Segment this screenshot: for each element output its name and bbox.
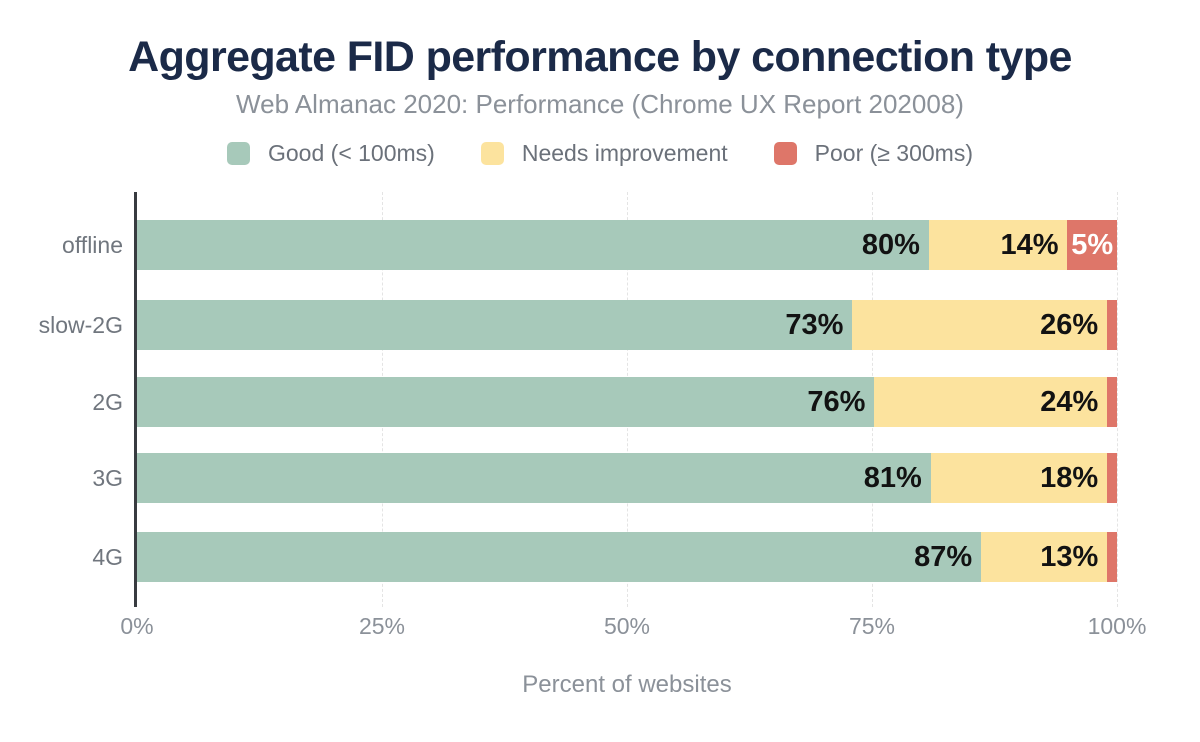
bar-row: 2G 76% 24% [92, 377, 1117, 427]
bar-segment-poor[interactable] [1107, 453, 1117, 503]
bar-segment-poor[interactable] [1107, 532, 1117, 582]
legend: Good (< 100ms) Needs improvement Poor (≥… [0, 140, 1200, 167]
x-tick-label: 50% [603, 613, 651, 639]
x-tick-label: 100% [1087, 613, 1147, 639]
legend-swatch-needs-improvement-icon [480, 142, 504, 165]
bar-value-label: 26% [1040, 308, 1099, 341]
x-tick-label: 25% [358, 613, 406, 639]
bar-value-label: 73% [785, 308, 844, 341]
bar-segment-ni[interactable]: 13% [981, 532, 1108, 582]
category-label: 4G [92, 543, 123, 570]
bar-value-label: 80% [861, 228, 920, 261]
bar-value-label: 87% [914, 540, 973, 573]
bar-value-label: 5% [1071, 228, 1114, 261]
chart-subtitle: Web Almanac 2020: Performance (Chrome UX… [236, 89, 964, 119]
bar-row: 4G 87% 13% [92, 532, 1117, 582]
bar-segment-poor[interactable]: 5% [1067, 220, 1117, 270]
chart-title: Aggregate FID performance by connection … [128, 33, 1072, 81]
legend-item-poor[interactable]: Poor (≥ 300ms) [773, 140, 973, 167]
bar-row: offline 80% 14% 5% [62, 220, 1117, 270]
legend-label-good: Good (< 100ms) [268, 140, 435, 166]
bar-value-label: 14% [1000, 228, 1059, 261]
bar-value-label: 24% [1040, 385, 1099, 418]
category-label: 3G [92, 464, 123, 491]
gridline [1116, 192, 1118, 607]
x-tick-label: 75% [848, 613, 896, 639]
bar-value-label: 18% [1040, 461, 1099, 494]
bar-value-label: 76% [807, 385, 866, 418]
bar-segment-good[interactable]: 87% [137, 532, 982, 582]
legend-swatch-poor-icon [773, 142, 797, 165]
bar-segment-poor[interactable] [1107, 300, 1117, 350]
bar-value-label: 81% [863, 461, 922, 494]
bar-segment-ni[interactable]: 26% [852, 300, 1108, 350]
bar-row: 3G 81% 18% [92, 453, 1117, 503]
legend-swatch-good-icon [227, 142, 250, 165]
legend-item-good[interactable]: Good (< 100ms) [227, 140, 435, 167]
bar-segment-good[interactable]: 76% [137, 377, 875, 427]
legend-label-needs-improvement: Needs improvement [521, 140, 728, 166]
bar-segment-poor[interactable] [1107, 377, 1117, 427]
y-axis-line [134, 192, 137, 607]
bar-segment-ni[interactable]: 18% [930, 453, 1108, 503]
bar-segment-ni[interactable]: 14% [928, 220, 1068, 270]
bar-segment-ni[interactable]: 24% [874, 377, 1108, 427]
x-tick-label: 0% [120, 613, 154, 639]
bar-segment-good[interactable]: 73% [137, 300, 853, 350]
bar-value-label: 13% [1040, 540, 1099, 573]
bar-segment-good[interactable]: 80% [137, 220, 929, 270]
x-axis-title: Percent of websites [522, 671, 732, 698]
bar-row: slow-2G 73% 26% [39, 300, 1117, 350]
bar-segment-good[interactable]: 81% [137, 453, 931, 503]
legend-item-needs-improvement[interactable]: Needs improvement [480, 140, 728, 167]
legend-label-poor: Poor (≥ 300ms) [814, 140, 973, 166]
x-axis-ticks: 0% 25% 50% 75% 100% [120, 613, 1146, 645]
category-label: offline [62, 231, 123, 258]
plot-area: offline 80% 14% 5% slow-2G 73% 26% 2G 76% 24% 3G 81… [39, 192, 1118, 607]
category-label: 2G [92, 388, 123, 415]
category-label: slow-2G [38, 311, 123, 338]
